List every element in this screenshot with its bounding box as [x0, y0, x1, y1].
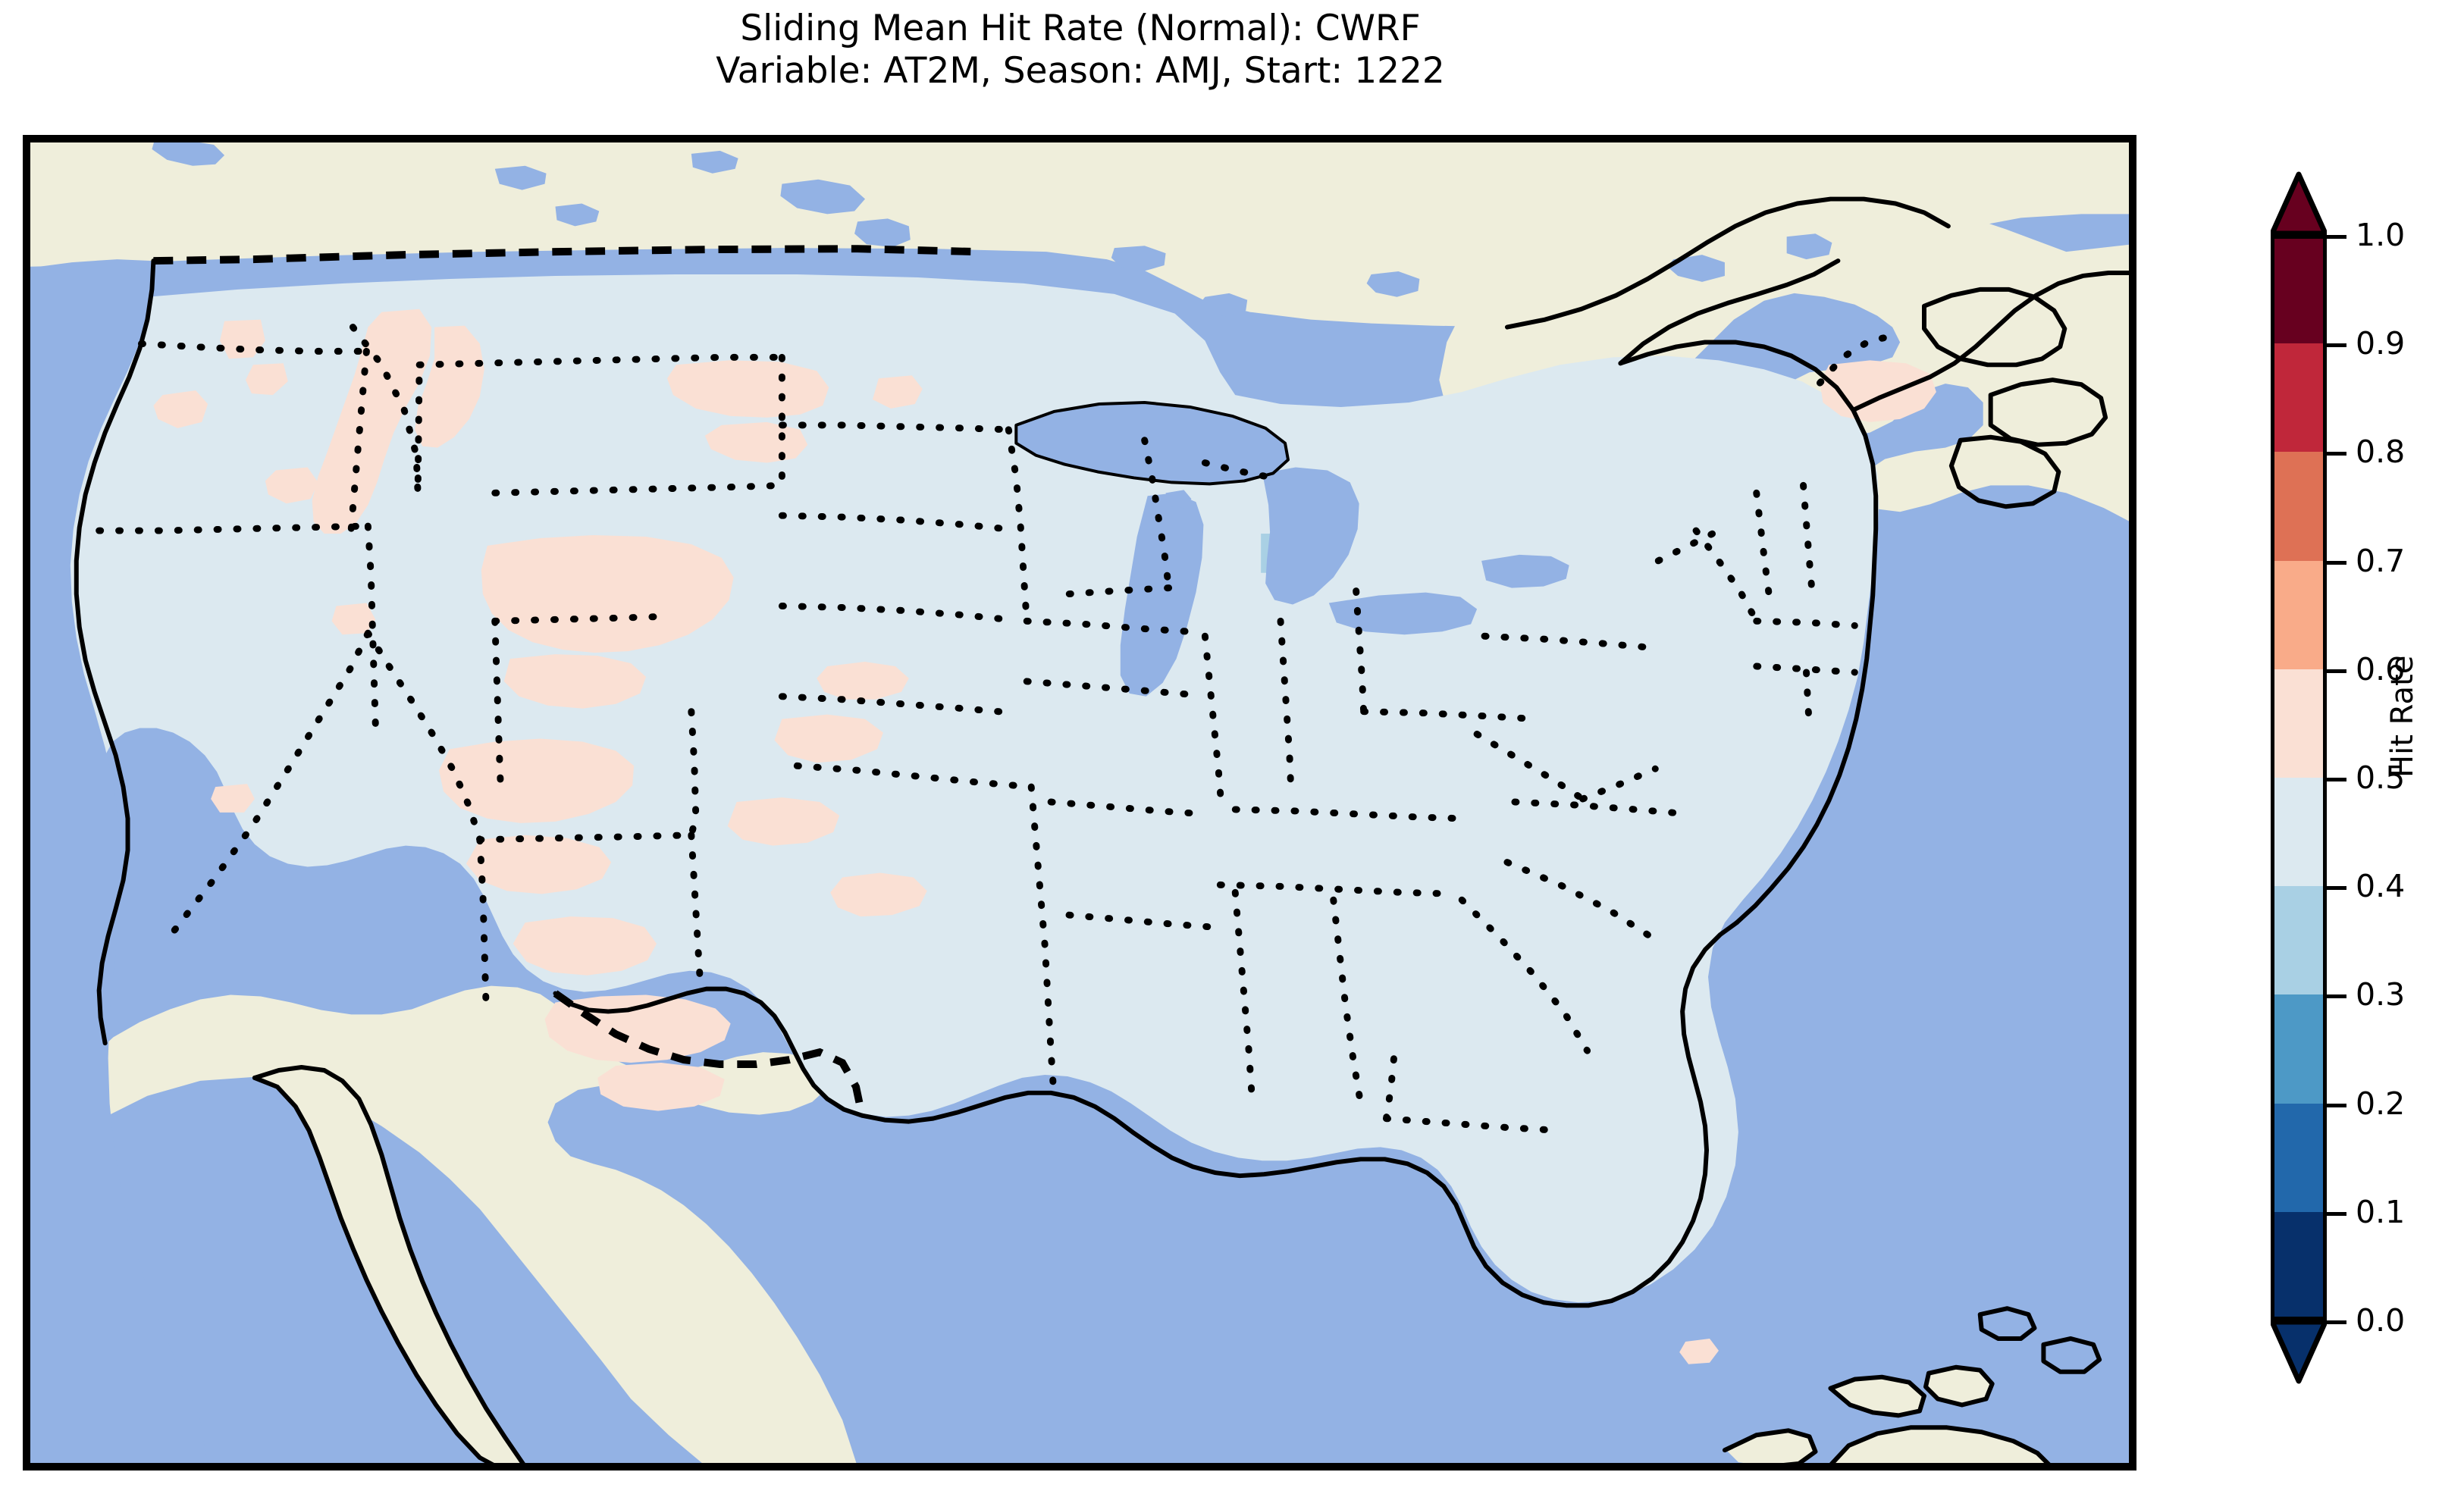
colorbar-tick-label: 0.1 [2356, 1193, 2406, 1230]
colorbar-band-0.7-0.8 [2271, 452, 2327, 562]
colorbar-band-0.9-1.0 [2271, 235, 2327, 345]
colorbar-band-0.1-0.2 [2271, 1103, 2327, 1214]
colorbar-extend-min-arrow [2269, 1319, 2328, 1384]
land-canada-main [27, 139, 2133, 327]
colorbar-ticks: 1.0 0.9 0.8 0.7 0.6 0.5 0.4 0.3 0.2 0.1 0.0 [2271, 217, 2464, 1339]
colorbar-tick-label: 0.4 [2356, 868, 2406, 905]
national-borders [153, 245, 979, 1117]
colorbar-band-0.2-0.3 [2271, 994, 2327, 1105]
map-canvas [27, 139, 2133, 1467]
colorbar-tick [2327, 669, 2346, 673]
great-lakes [1016, 402, 1569, 697]
border-us-canada-west [153, 245, 979, 265]
chart-title-block: Sliding Mean Hit Rate (Normal): CWRF Var… [0, 8, 2161, 93]
colorbar-band-0.6-0.7 [2271, 560, 2327, 671]
ocean-overlay-west [27, 139, 208, 1467]
colorbar-tick-label: 0.9 [2356, 325, 2406, 362]
chart-title-line-2: Variable: AT2M, Season: AMJ, Start: 1222 [716, 50, 1445, 92]
lake-small-1 [1165, 490, 1192, 509]
data-cell-band-0.4-0.5 [27, 274, 1879, 1303]
chart-title-line-1: Sliding Mean Hit Rate (Normal): CWRF [740, 8, 1421, 49]
land-bahamas-2 [1926, 1368, 1991, 1404]
data-field-cells [27, 274, 1879, 1303]
colorbar-tick-label: 0.6 [2356, 650, 2406, 687]
colorbar-tick [2327, 886, 2346, 891]
colorbar-tick [2327, 452, 2346, 456]
lake-superior [1016, 402, 1289, 484]
canada-lakes [152, 139, 1832, 317]
lake-erie [1328, 592, 1478, 635]
colorbar-tick-label: 0.3 [2356, 976, 2406, 1013]
lake-michigan [1120, 493, 1204, 697]
data-cells-band-0.5-0.6 [153, 309, 1936, 1364]
colorbar-tick-label: 0.8 [2356, 434, 2406, 471]
colorbar-tick-label: 0.7 [2356, 542, 2406, 579]
colorbar-band-0.8-0.9 [2271, 343, 2327, 454]
colorbar-tick [2327, 994, 2346, 999]
colorbar-band-0.5-0.6 [2271, 669, 2327, 779]
lake-huron [1262, 467, 1359, 605]
colorbar-tick-label: 0.2 [2356, 1085, 2406, 1122]
colorbar-tick-label: 1.0 [2356, 217, 2406, 253]
land-mexico [85, 985, 858, 1467]
colorbar-tick-label: 0.0 [2356, 1302, 2406, 1339]
colorbar-tick [2327, 1320, 2346, 1324]
land-cuba [1832, 1429, 2049, 1467]
colorbar-band-0.4-0.5 [2271, 778, 2327, 888]
colorbar-band-0.0-0.1 [2271, 1211, 2327, 1322]
colorbar-tick-label: 0.5 [2356, 760, 2406, 796]
colorbar-tick [2327, 778, 2346, 781]
colorbar-tick [2327, 1103, 2346, 1107]
state-borders [96, 324, 1904, 1135]
lake-ontario [1481, 554, 1569, 588]
colorbar-tick [2327, 560, 2346, 565]
colorbar-extend-max-arrow [2269, 171, 2328, 236]
colorbar-tick [2327, 1211, 2346, 1216]
border-us-mexico [553, 990, 866, 1117]
colorbar-tick [2327, 343, 2346, 348]
colorbar-band-0.3-0.4 [2271, 886, 2327, 997]
colorbar-tick [2327, 235, 2346, 239]
coastlines [74, 196, 2133, 1467]
colorbar-label: Hit Rate [2385, 655, 2420, 778]
map-axes [23, 135, 2136, 1471]
colorbar-bands [2271, 235, 2327, 1322]
